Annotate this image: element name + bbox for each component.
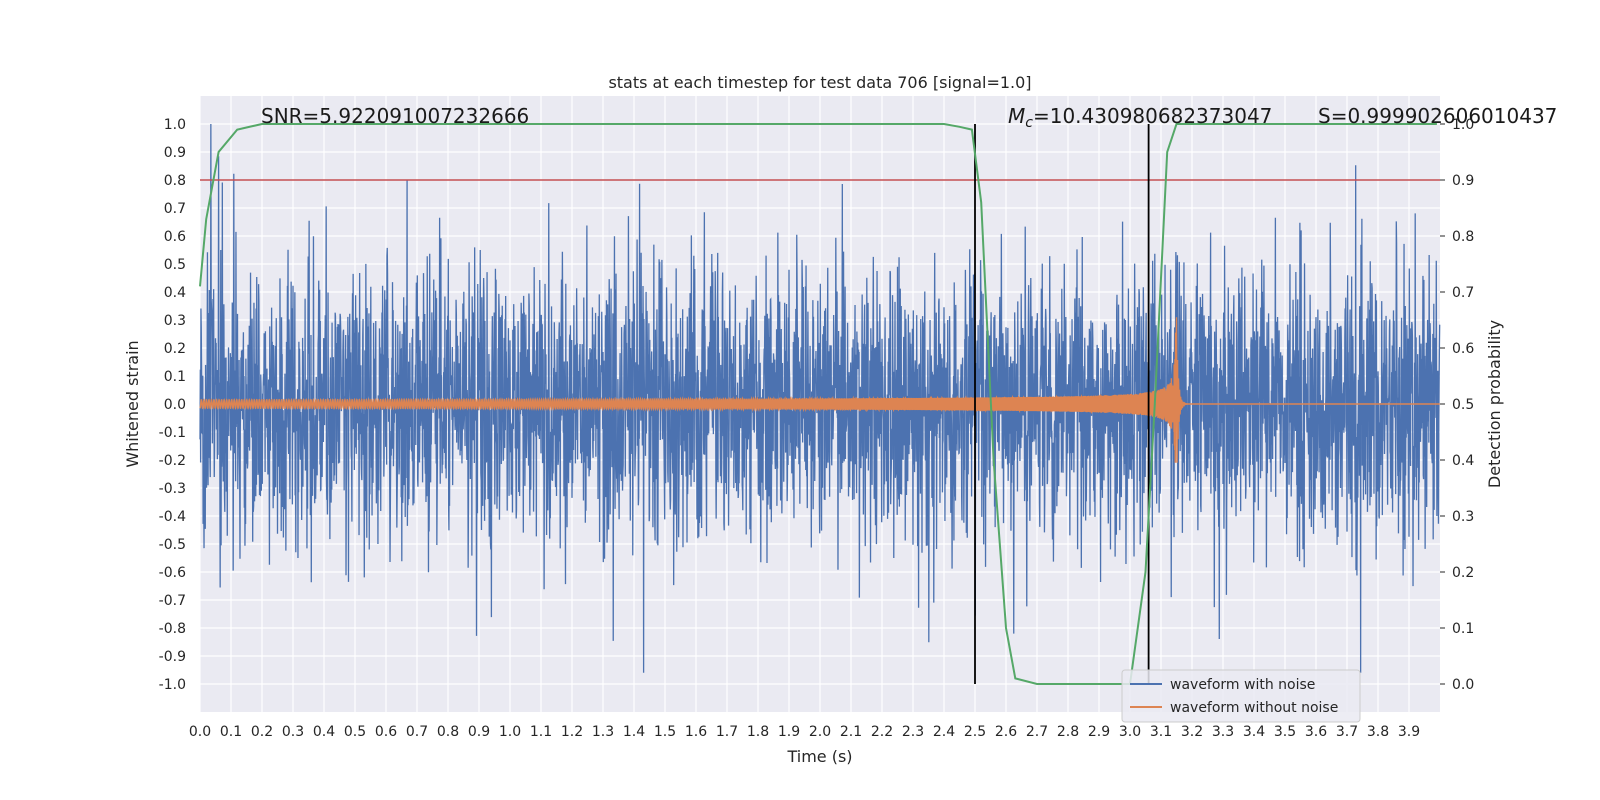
left-y-tick-label: -0.9 [159, 649, 186, 665]
snr-annotation: SNR=5.922091007232666 [261, 104, 529, 128]
x-tick-label: 0.5 [344, 724, 366, 740]
left-y-tick-label: -0.2 [159, 453, 186, 469]
x-tick-label: 2.2 [871, 724, 893, 740]
x-tick-label: 3.0 [1119, 724, 1141, 740]
left-y-tick-label: -0.1 [159, 425, 186, 441]
right-axis-label: Detection probability [1485, 320, 1504, 488]
x-tick-label: 3.8 [1367, 724, 1389, 740]
left-y-tick-label: 0.2 [164, 341, 186, 357]
left-y-tick-label: -1.0 [159, 677, 186, 693]
series-line-detection-probability [199, 123, 1437, 685]
x-axis-ticks: 0.0 0.1 0.2 0.3 0.4 0.5 0.6 0.7 0.8 0.9 1.0 1.1 1.2 1… [189, 724, 1420, 740]
x-tick-label: 1.7 [716, 724, 738, 740]
right-y-tick-label: 0.6 [1452, 341, 1474, 357]
left-y-tick-label: -0.3 [159, 481, 186, 497]
x-tick-label: 3.3 [1212, 724, 1234, 740]
left-y-tick-label: -0.4 [159, 509, 186, 525]
x-tick-label: 1.9 [778, 724, 800, 740]
legend: waveform with noise waveform without noi… [1121, 669, 1361, 723]
chirp-mass-subscript: c [1025, 115, 1033, 131]
left-y-tick-label: 0.6 [164, 229, 186, 245]
x-tick-label: 0.6 [375, 724, 397, 740]
x-tick-label: 2.5 [964, 724, 986, 740]
right-y-tick-label: 0.4 [1452, 453, 1474, 469]
x-tick-label: 1.6 [685, 724, 707, 740]
right-y-tick-label: 1.0 [1452, 117, 1474, 133]
left-y-tick-label: 0.1 [164, 369, 186, 385]
x-tick-label: 2.8 [1057, 724, 1079, 740]
x-tick-label: 0.2 [251, 724, 273, 740]
x-tick-label: 1.2 [561, 724, 583, 740]
x-tick-label: 0.8 [437, 724, 459, 740]
x-tick-label: 0.7 [406, 724, 428, 740]
legend-box [1121, 669, 1361, 723]
x-tick-label: 2.6 [995, 724, 1017, 740]
left-axis-label: Whitened strain [123, 340, 142, 467]
right-y-tick-label: 0.8 [1452, 229, 1474, 245]
x-tick-label: 3.6 [1305, 724, 1327, 740]
clean-series-layer [199, 317, 1440, 463]
x-tick-label: 2.7 [1026, 724, 1048, 740]
chirp-mass-annotation: Mc=10.430980682373047 [1008, 104, 1272, 131]
legend-label-noise: waveform with noise [1170, 677, 1315, 693]
right-y-tick-label: 0.2 [1452, 565, 1474, 581]
x-tick-label: 3.5 [1274, 724, 1296, 740]
right-y-tick-label: 0.9 [1452, 173, 1474, 189]
series-line-waveform-without-noise [199, 317, 1440, 463]
x-tick-label: 3.7 [1336, 724, 1358, 740]
x-tick-label: 2.4 [933, 724, 955, 740]
x-axis-label: Time (s) [786, 747, 852, 766]
left-y-tick-label: 1.0 [164, 117, 186, 133]
x-tick-label: 2.0 [809, 724, 831, 740]
right-y-tick-label: 0.0 [1452, 677, 1474, 693]
x-tick-label: 0.9 [468, 724, 490, 740]
left-axis-ticks: 1.0 0.9 0.8 0.7 0.6 0.5 0.4 0.3 0.2 0.1 0.0 -0.1 -0.… [159, 117, 186, 693]
x-tick-label: 1.4 [623, 724, 645, 740]
x-tick-label: 1.3 [592, 724, 614, 740]
left-y-tick-label: -0.8 [159, 621, 186, 637]
chart-title: stats at each timestep for test data 706… [608, 73, 1031, 92]
x-tick-label: 3.4 [1243, 724, 1265, 740]
left-y-tick-label: 0.4 [164, 285, 186, 301]
left-y-tick-label: 0.0 [164, 397, 186, 413]
x-tick-label: 1.5 [654, 724, 676, 740]
x-tick-label: 3.9 [1398, 724, 1420, 740]
left-y-tick-label: 0.9 [164, 145, 186, 161]
chirp-mass-value: =10.430980682373047 [1033, 104, 1272, 128]
left-y-tick-label: -0.5 [159, 537, 186, 553]
left-y-tick-label: -0.7 [159, 593, 186, 609]
noise-series-layer [199, 123, 1441, 673]
x-tick-label: 2.3 [902, 724, 924, 740]
left-y-tick-label: 0.3 [164, 313, 186, 329]
x-tick-label: 0.0 [189, 724, 211, 740]
overlay-layer [199, 123, 1440, 685]
x-tick-label: 2.1 [840, 724, 862, 740]
left-y-tick-label: 0.5 [164, 257, 186, 273]
right-y-tick-label: 0.5 [1452, 397, 1474, 413]
right-y-tick-label: 0.7 [1452, 285, 1474, 301]
x-tick-label: 1.0 [499, 724, 521, 740]
x-tick-label: 1.8 [747, 724, 769, 740]
x-tick-label: 2.9 [1088, 724, 1110, 740]
right-axis-ticks: 1.0 0.9 0.8 0.7 0.6 0.5 0.4 0.3 0.2 0.1 0.0 [1440, 117, 1474, 693]
x-tick-label: 3.1 [1150, 724, 1172, 740]
x-tick-label: 0.3 [282, 724, 304, 740]
legend-label-clean: waveform without noise [1170, 700, 1338, 716]
chirp-mass-symbol: M [1008, 104, 1025, 128]
left-y-tick-label: 0.7 [164, 201, 186, 217]
s-annotation: S=0.999902606010437 [1318, 104, 1557, 128]
x-tick-label: 0.4 [313, 724, 335, 740]
right-y-tick-label: 0.3 [1452, 509, 1474, 525]
left-y-tick-label: 0.8 [164, 173, 186, 189]
right-y-tick-label: 0.1 [1452, 621, 1474, 637]
series-line-waveform-with-noise [199, 123, 1441, 673]
left-y-tick-label: -0.6 [159, 565, 186, 581]
x-tick-label: 0.1 [220, 724, 242, 740]
x-tick-label: 1.1 [530, 724, 552, 740]
x-tick-label: 3.2 [1181, 724, 1203, 740]
